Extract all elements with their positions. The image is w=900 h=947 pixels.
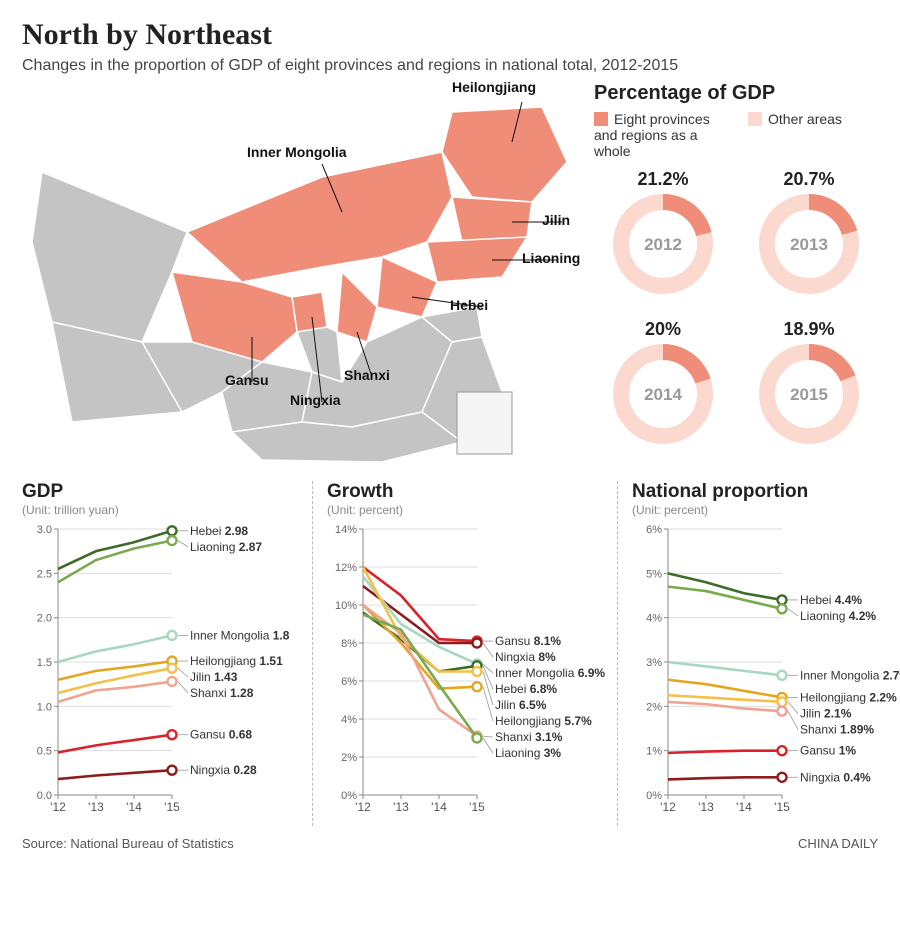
svg-text:Hebei: Hebei bbox=[450, 297, 488, 313]
svg-text:Liaoning 3%: Liaoning 3% bbox=[495, 746, 561, 760]
svg-text:Heilongjiang 1.51: Heilongjiang 1.51 bbox=[190, 654, 283, 668]
svg-text:Gansu 0.68: Gansu 0.68 bbox=[190, 728, 252, 742]
donut-section: Percentage of GDP Eight provinces and re… bbox=[594, 82, 878, 467]
donut-2014: 20%2014 bbox=[594, 319, 732, 451]
svg-text:2012: 2012 bbox=[644, 235, 682, 254]
china-map: Heilongjiang Inner Mongolia Jilin Liaoning H… bbox=[22, 82, 582, 467]
chart-national-unit: (Unit: percent) bbox=[632, 503, 900, 517]
svg-text:Gansu 1%: Gansu 1% bbox=[800, 744, 856, 758]
svg-text:Jilin 6.5%: Jilin 6.5% bbox=[495, 698, 547, 712]
svg-text:Inner Mongolia: Inner Mongolia bbox=[247, 144, 347, 160]
svg-text:'12: '12 bbox=[50, 800, 66, 814]
svg-text:2%: 2% bbox=[341, 752, 357, 764]
svg-text:8%: 8% bbox=[341, 638, 357, 650]
svg-text:Ningxia 8%: Ningxia 8% bbox=[495, 650, 556, 664]
footer-source: Source: National Bureau of Statistics bbox=[22, 836, 234, 851]
svg-text:Shanxi 1.89%: Shanxi 1.89% bbox=[800, 722, 874, 736]
svg-text:Jilin 1.43: Jilin 1.43 bbox=[190, 670, 238, 684]
donut-grid: 21.2%201220.7%201320%201418.9%2015 bbox=[594, 169, 878, 451]
chart-national: National proportion (Unit: percent) 0%1%… bbox=[617, 481, 900, 826]
svg-text:Heilongjiang 5.7%: Heilongjiang 5.7% bbox=[495, 714, 592, 728]
chart-gdp-title: GDP bbox=[22, 481, 302, 503]
svg-text:Gansu 8.1%: Gansu 8.1% bbox=[495, 634, 561, 648]
svg-text:Heilongjiang 2.2%: Heilongjiang 2.2% bbox=[800, 690, 897, 704]
svg-text:'13: '13 bbox=[393, 800, 409, 814]
svg-text:2014: 2014 bbox=[644, 385, 682, 404]
donut-2015: 18.9%2015 bbox=[740, 319, 878, 451]
svg-text:Liaoning 2.87: Liaoning 2.87 bbox=[190, 540, 262, 554]
svg-text:'15: '15 bbox=[164, 800, 180, 814]
chart-gdp-unit: (Unit: trillion yuan) bbox=[22, 503, 302, 517]
svg-text:5%: 5% bbox=[646, 568, 662, 580]
svg-text:14%: 14% bbox=[335, 524, 357, 536]
svg-text:Shanxi: Shanxi bbox=[344, 367, 390, 383]
svg-text:Heilongjiang: Heilongjiang bbox=[452, 82, 536, 95]
donut-2012: 21.2%2012 bbox=[594, 169, 732, 301]
svg-text:2%: 2% bbox=[646, 701, 662, 713]
svg-text:4%: 4% bbox=[341, 714, 357, 726]
chart-growth-title: Growth bbox=[327, 481, 607, 503]
donut-title: Percentage of GDP bbox=[594, 82, 878, 105]
svg-text:'12: '12 bbox=[355, 800, 371, 814]
svg-text:Ningxia 0.28: Ningxia 0.28 bbox=[190, 763, 257, 777]
donut-legend: Eight provinces and regions as a wholeOt… bbox=[594, 111, 878, 159]
svg-text:'15: '15 bbox=[469, 800, 485, 814]
svg-text:2015: 2015 bbox=[790, 385, 828, 404]
svg-text:'14: '14 bbox=[126, 800, 142, 814]
svg-text:6%: 6% bbox=[646, 524, 662, 536]
page-subtitle: Changes in the proportion of GDP of eigh… bbox=[22, 56, 878, 76]
svg-text:10%: 10% bbox=[335, 600, 357, 612]
svg-text:0.5: 0.5 bbox=[37, 746, 52, 758]
svg-text:1.0: 1.0 bbox=[37, 701, 52, 713]
svg-text:Hebei 4.4%: Hebei 4.4% bbox=[800, 593, 862, 607]
svg-text:3.0: 3.0 bbox=[37, 524, 52, 536]
svg-text:Hebei 2.98: Hebei 2.98 bbox=[190, 524, 248, 538]
svg-text:Shanxi 1.28: Shanxi 1.28 bbox=[190, 686, 254, 700]
svg-text:Jilin: Jilin bbox=[542, 212, 570, 228]
svg-text:'13: '13 bbox=[88, 800, 104, 814]
svg-text:12%: 12% bbox=[335, 562, 357, 574]
svg-text:2.5: 2.5 bbox=[37, 568, 52, 580]
svg-text:Gansu: Gansu bbox=[225, 372, 269, 388]
chart-growth-unit: (Unit: percent) bbox=[327, 503, 607, 517]
svg-text:Inner Mongolia 1.8: Inner Mongolia 1.8 bbox=[190, 628, 290, 642]
svg-text:Liaoning: Liaoning bbox=[522, 250, 580, 266]
svg-text:'14: '14 bbox=[431, 800, 447, 814]
svg-text:Ningxia 0.4%: Ningxia 0.4% bbox=[800, 770, 871, 784]
svg-text:Shanxi 3.1%: Shanxi 3.1% bbox=[495, 730, 563, 744]
svg-text:'15: '15 bbox=[774, 800, 790, 814]
svg-text:Inner Mongolia 2.7%: Inner Mongolia 2.7% bbox=[800, 668, 900, 682]
page-title: North by Northeast bbox=[22, 18, 878, 52]
svg-text:6%: 6% bbox=[341, 676, 357, 688]
svg-text:'14: '14 bbox=[736, 800, 752, 814]
donut-2013: 20.7%2013 bbox=[740, 169, 878, 301]
svg-text:1.5: 1.5 bbox=[37, 657, 52, 669]
svg-text:Liaoning 4.2%: Liaoning 4.2% bbox=[800, 609, 876, 623]
svg-text:Hebei 6.8%: Hebei 6.8% bbox=[495, 682, 557, 696]
svg-text:Jilin 2.1%: Jilin 2.1% bbox=[800, 706, 852, 720]
svg-text:3%: 3% bbox=[646, 657, 662, 669]
svg-text:2.0: 2.0 bbox=[37, 613, 52, 625]
footer-credit: CHINA DAILY bbox=[798, 836, 878, 851]
svg-text:Inner Mongolia 6.9%: Inner Mongolia 6.9% bbox=[495, 666, 605, 680]
svg-text:4%: 4% bbox=[646, 613, 662, 625]
svg-text:'13: '13 bbox=[698, 800, 714, 814]
svg-text:'12: '12 bbox=[660, 800, 676, 814]
svg-text:Ningxia: Ningxia bbox=[290, 392, 341, 408]
chart-growth: Growth (Unit: percent) 0%2%4%6%8%10%12%1… bbox=[312, 481, 607, 826]
chart-gdp: GDP (Unit: trillion yuan) 0.00.51.01.52.… bbox=[22, 481, 302, 826]
svg-text:2013: 2013 bbox=[790, 235, 828, 254]
chart-national-title: National proportion bbox=[632, 481, 900, 503]
svg-text:1%: 1% bbox=[646, 746, 662, 758]
